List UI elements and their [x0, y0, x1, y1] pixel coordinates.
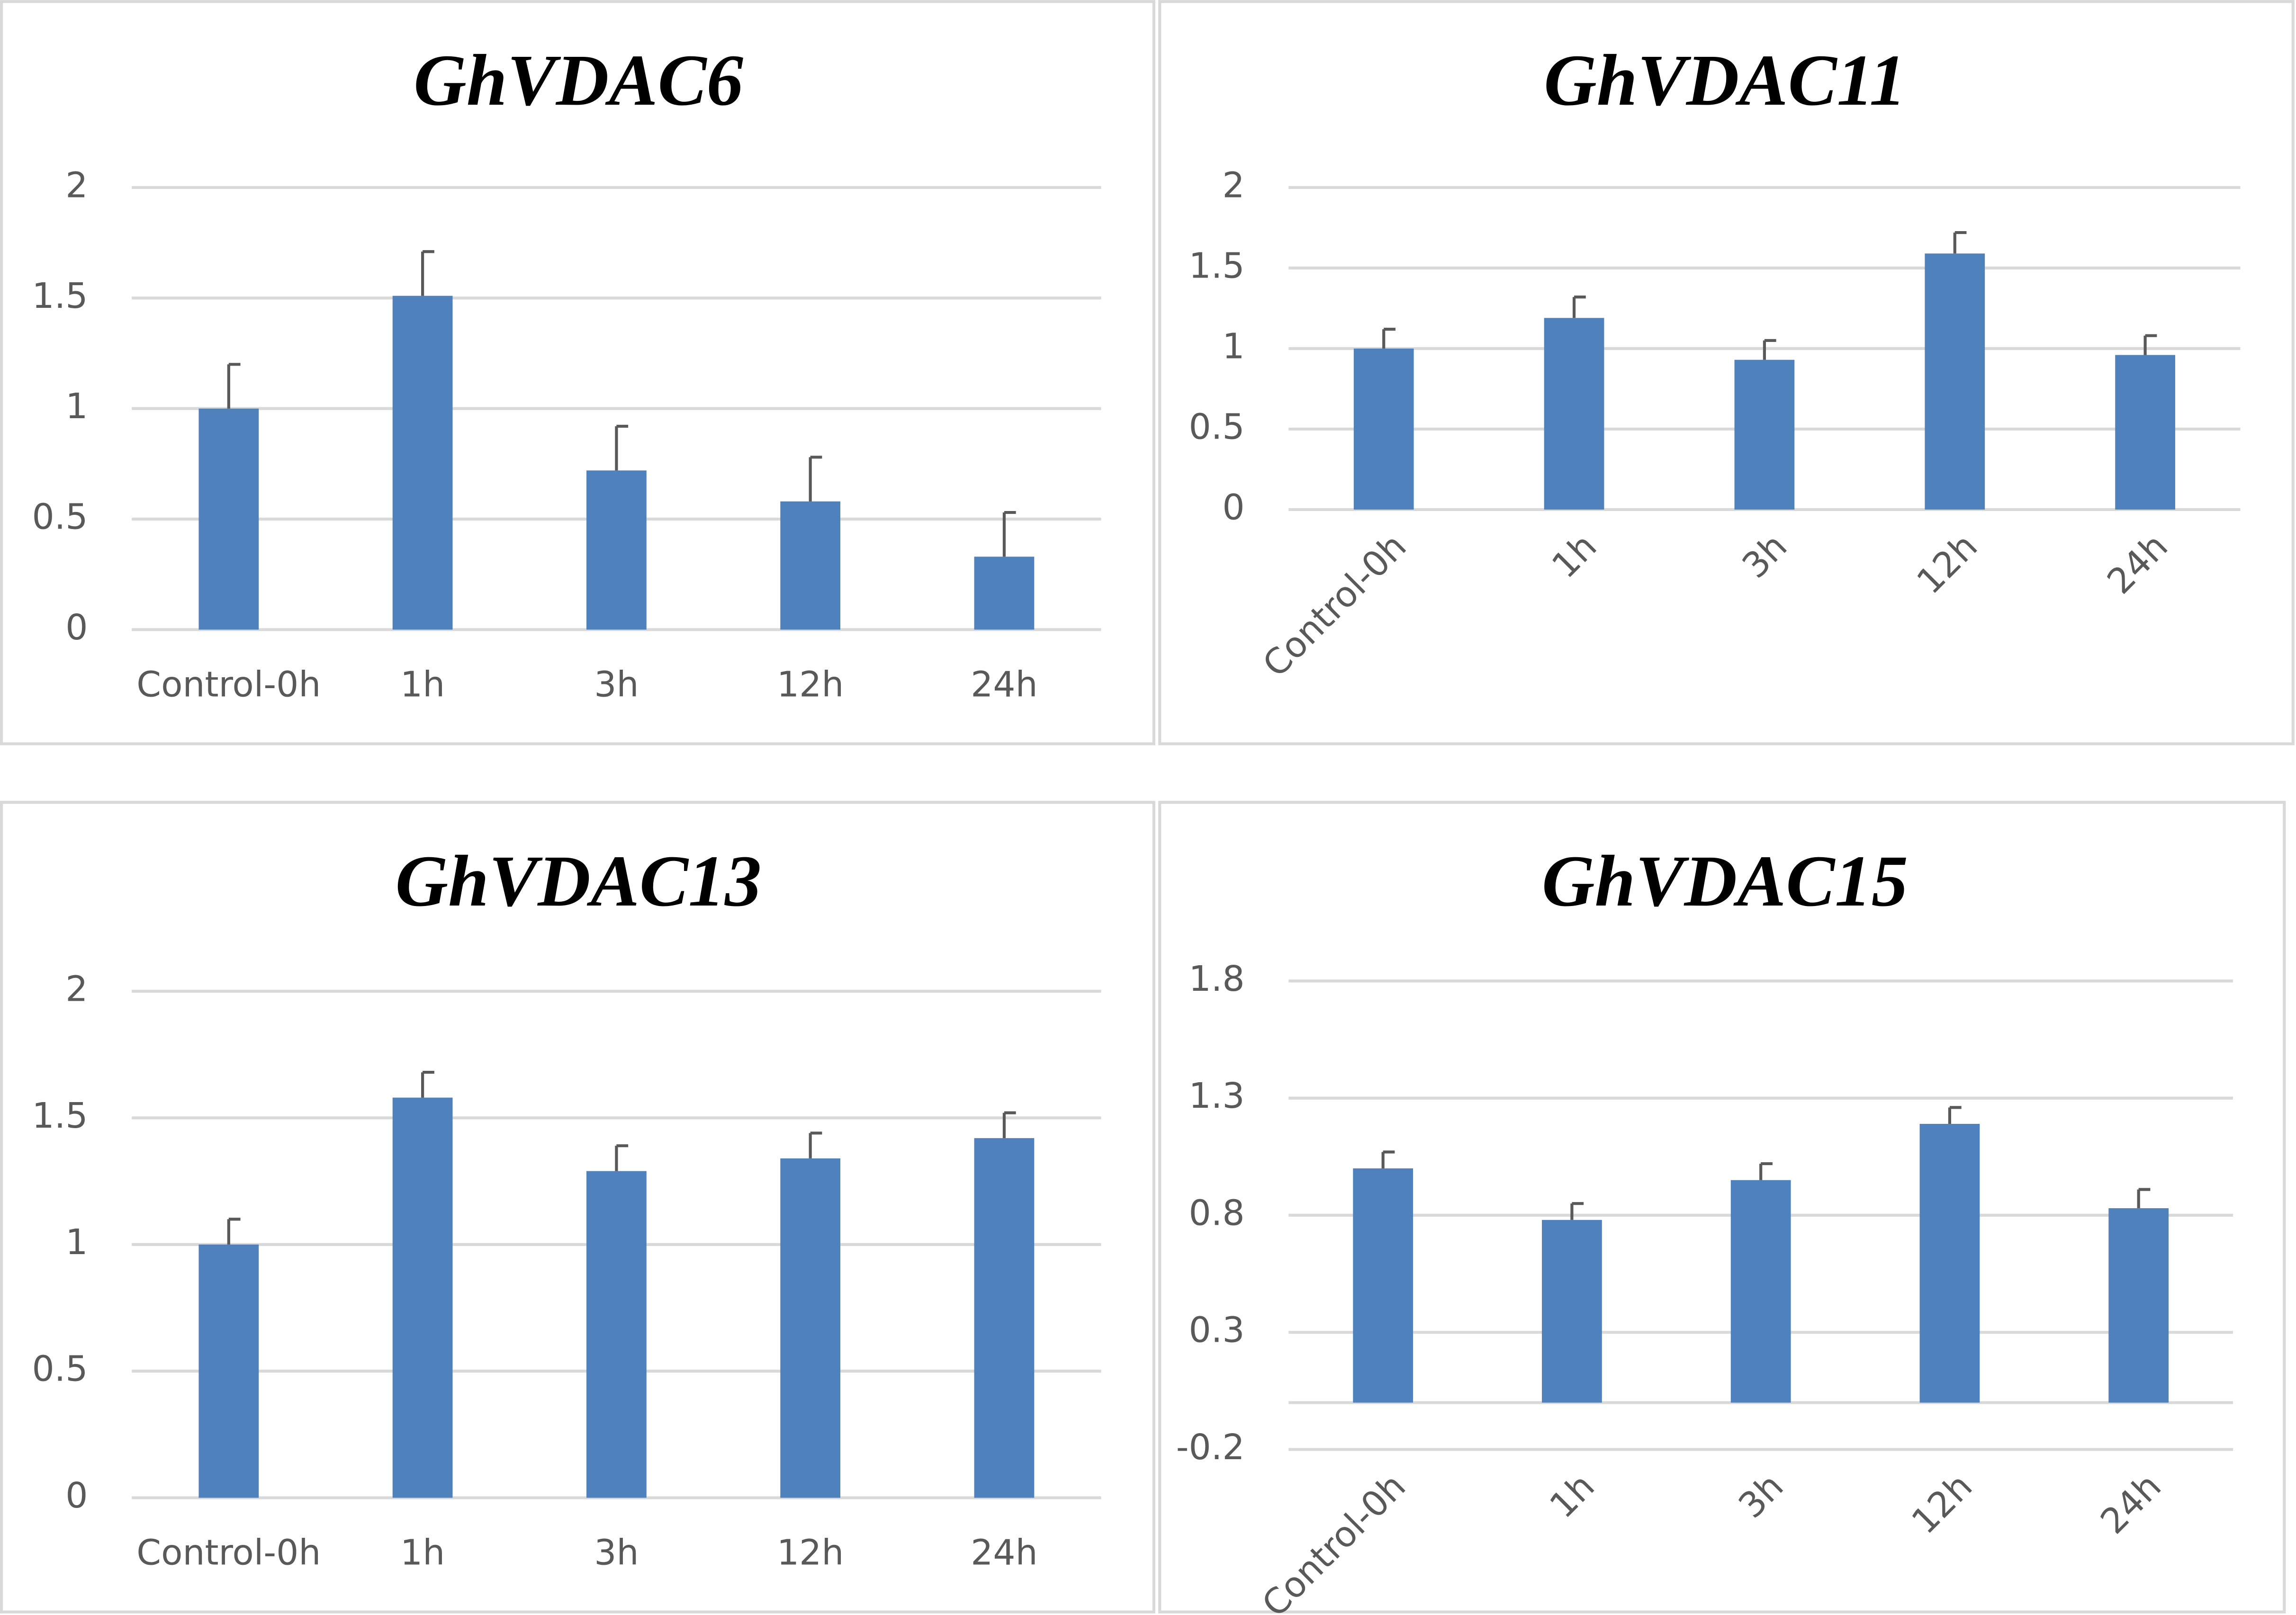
x-tick-label: 12h — [777, 664, 844, 705]
bar — [1919, 1124, 1980, 1403]
x-tick-label: 1h — [400, 664, 445, 705]
y-tick-label: 0 — [1222, 487, 1244, 528]
bar — [392, 1097, 453, 1498]
bar — [586, 1171, 647, 1498]
bar — [780, 501, 841, 630]
y-tick-label: 0.5 — [32, 497, 88, 538]
x-tick-label: 24h — [971, 664, 1037, 705]
panel — [1158, 0, 2295, 745]
bar — [1734, 359, 1795, 510]
x-tick-label: Control-0h — [136, 1533, 321, 1573]
bar — [198, 1244, 259, 1498]
x-tick-label: 3h — [594, 664, 639, 705]
y-tick-label: 1.8 — [1189, 959, 1245, 999]
chart-title: GhVDAC6 — [414, 40, 743, 121]
panel — [0, 801, 1155, 1614]
bar — [974, 1138, 1035, 1498]
y-tick-label: 2 — [1222, 165, 1244, 206]
x-tick-label: 1h — [400, 1533, 445, 1573]
bar — [1544, 318, 1604, 510]
chart-title: GhVDAC13 — [396, 841, 762, 922]
y-tick-label: 0.5 — [1189, 406, 1245, 447]
y-tick-label: 0 — [65, 1475, 88, 1516]
x-tick-label: Control-0h — [136, 664, 321, 705]
y-tick-label: 1 — [1222, 326, 1244, 367]
bar — [974, 556, 1035, 630]
y-tick-label: 1 — [65, 386, 88, 427]
bar — [2108, 1208, 2169, 1403]
chart-title: GhVDAC15 — [1542, 841, 1908, 922]
y-tick-label: 1.3 — [1189, 1076, 1245, 1116]
y-tick-label: 0.8 — [1189, 1193, 1245, 1233]
x-tick-label: 24h — [971, 1533, 1037, 1573]
bar — [1353, 1168, 1414, 1403]
y-tick-label: 0.3 — [1189, 1310, 1245, 1351]
y-tick-label: -0.2 — [1176, 1427, 1245, 1468]
y-tick-label: 1.5 — [1189, 245, 1245, 286]
panel — [0, 0, 1155, 745]
bar — [392, 296, 453, 630]
bar — [2115, 355, 2175, 510]
y-tick-label: 2 — [65, 165, 88, 206]
bar — [1542, 1220, 1602, 1403]
x-tick-label: 12h — [777, 1533, 844, 1573]
bar — [1925, 253, 1985, 510]
y-tick-label: 0 — [65, 607, 88, 648]
y-tick-label: 1 — [65, 1222, 88, 1263]
bar — [586, 470, 647, 630]
y-tick-label: 0.5 — [32, 1349, 88, 1390]
y-tick-label: 1.5 — [32, 1095, 88, 1136]
bar — [1730, 1180, 1791, 1403]
panel — [1158, 801, 2286, 1614]
y-tick-label: 2 — [65, 969, 88, 1009]
x-tick-label: 3h — [594, 1533, 639, 1573]
bar — [1353, 348, 1414, 510]
chart-title: GhVDAC11 — [1544, 40, 1906, 121]
bar — [198, 408, 259, 630]
bar — [780, 1158, 841, 1498]
y-tick-label: 1.5 — [32, 276, 88, 316]
